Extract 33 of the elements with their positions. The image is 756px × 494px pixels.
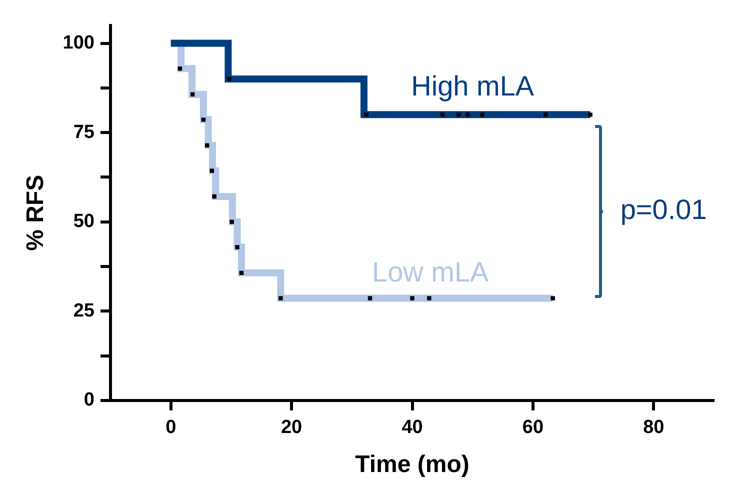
point [278,296,283,300]
point [410,296,414,300]
point [235,245,240,250]
x-tick-label: 40 [402,417,423,438]
annotation: p=0.01 [620,194,707,226]
x-tick-label: 80 [643,417,664,438]
x-axis-title: Time (mo) [355,451,470,478]
point [466,112,470,117]
point [588,112,592,117]
y-tick-label: 75 [73,122,95,143]
point [550,296,555,300]
x-tick-label: 60 [522,417,544,438]
point [368,296,372,300]
point [190,92,195,96]
y-tick-label: 100 [62,32,94,54]
y-tick-label: 0 [84,390,94,411]
y-tick-label: 25 [73,300,95,322]
point [210,168,214,173]
point [480,112,484,117]
point [212,194,216,199]
y-tick-label: 50 [73,211,94,232]
series-label: High mLA [411,70,534,102]
point [364,112,369,117]
point [456,112,461,117]
x-tick-label: 20 [280,417,302,438]
x-tick-label: 0 [166,417,176,438]
series-label: Low mLA [372,256,490,288]
point [440,112,445,117]
y-axis-title: % RFS [22,174,50,251]
point [230,220,234,224]
point [544,112,548,117]
point [427,296,432,300]
point [201,118,206,122]
